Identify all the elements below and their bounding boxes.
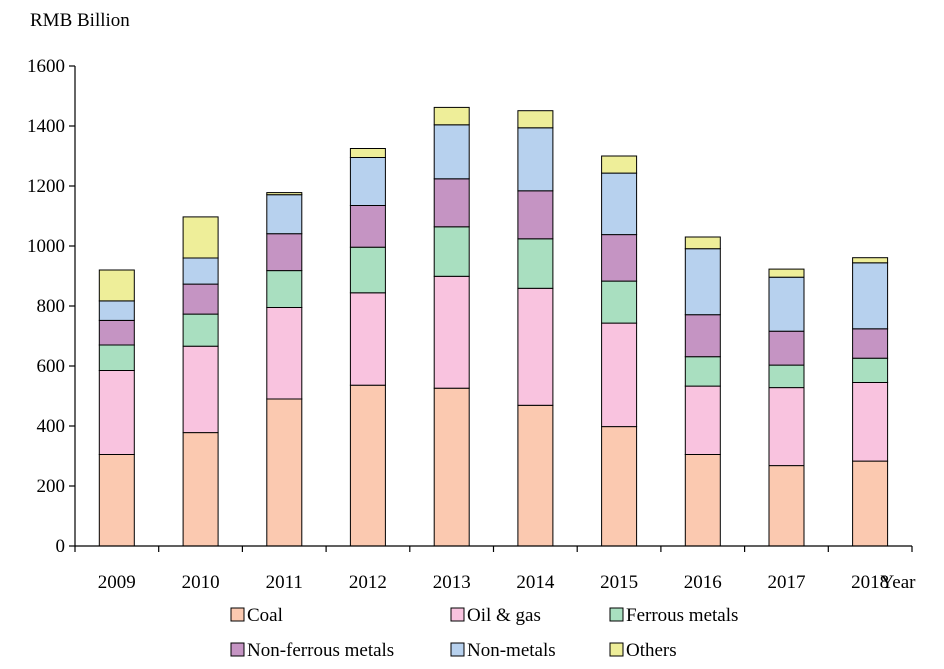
bar-segment-non-metals-2017: [768, 276, 805, 332]
legend-swatch-coal: [230, 607, 245, 622]
bar-segment-others-2015: [601, 155, 638, 174]
bar-segment-non-metals-2018: [852, 262, 889, 330]
bar-segment-ferrous-metals-2013: [433, 226, 470, 277]
plot-area: 2009 2010 2011 2012 2013 2014 2015 2016 2017 2018…: [27, 56, 913, 593]
legend-swatch-non-metals: [450, 642, 465, 657]
bar-segment-coal-2009: [98, 454, 135, 547]
x-tick-label-2009: 2009: [98, 572, 136, 593]
y-tick-label-1200: 1200: [27, 176, 65, 197]
bar-segment-coal-2011: [266, 398, 303, 547]
bar-segment-oil-gas-2010: [182, 345, 219, 434]
x-tick-label-2015: 2015: [600, 572, 638, 593]
bar-segment-oil-gas-2017: [768, 387, 805, 467]
bar-segment-others-2009: [98, 269, 135, 302]
bar-segment-ferrous-metals-2014: [517, 238, 554, 289]
bar-segment-ferrous-metals-2009: [98, 344, 135, 371]
bar-segment-ferrous-metals-2010: [182, 313, 219, 347]
bar-segment-ferrous-metals-2016: [684, 356, 721, 387]
legend-label-others: Others: [626, 640, 677, 661]
bar-segment-others-2017: [768, 268, 805, 278]
bar-segment-oil-gas-2018: [852, 382, 889, 462]
bar-segment-non-ferrous-metals-2013: [433, 178, 470, 228]
y-tick-label-200: 200: [37, 476, 66, 497]
y-tick-label-1600: 1600: [27, 56, 65, 77]
bar-segment-coal-2016: [684, 454, 721, 547]
x-tick-label-2010: 2010: [182, 572, 220, 593]
bar-segment-non-metals-2010: [182, 257, 219, 285]
x-tick-label-2013: 2013: [433, 572, 471, 593]
bar-segment-others-2010: [182, 216, 219, 259]
legend-label-coal: Coal: [247, 605, 283, 626]
bar-segment-ferrous-metals-2018: [852, 357, 889, 384]
x-tick-label-2014: 2014: [516, 572, 555, 593]
bar-segment-non-ferrous-metals-2016: [684, 314, 721, 358]
x-tick-label-2011: 2011: [266, 572, 303, 593]
legend: Coal Oil & gas Ferrous metals Non-ferrous m…: [230, 605, 738, 661]
bar-segment-others-2011: [266, 192, 303, 196]
bar-segment-oil-gas-2016: [684, 385, 721, 456]
bar-segment-coal-2012: [349, 384, 386, 547]
y-tick-label-800: 800: [37, 296, 66, 317]
x-axis-label: Year: [880, 572, 916, 593]
legend-swatch-oil-gas: [450, 607, 465, 622]
bar-segment-others-2012: [349, 148, 386, 158]
bar-segment-non-metals-2015: [601, 172, 638, 236]
y-tick-label-0: 0: [56, 536, 66, 557]
bar-segment-coal-2013: [433, 387, 470, 547]
bar-segment-non-ferrous-metals-2017: [768, 330, 805, 366]
bar-segment-others-2016: [684, 236, 721, 250]
bar-segment-coal-2010: [182, 432, 219, 547]
x-tick-label-2012: 2012: [349, 572, 387, 593]
bar-segment-non-ferrous-metals-2009: [98, 319, 135, 346]
bar-segment-oil-gas-2012: [349, 292, 386, 386]
legend-label-ferrous-metals: Ferrous metals: [626, 605, 738, 626]
bar-segment-ferrous-metals-2011: [266, 270, 303, 309]
x-tick-label-2016: 2016: [684, 572, 722, 593]
bar-segment-coal-2014: [517, 404, 554, 547]
bar-segment-non-metals-2012: [349, 157, 386, 206]
bar-segment-coal-2015: [601, 426, 638, 547]
y-axis-label: RMB Billion: [30, 10, 130, 31]
bar-segment-non-ferrous-metals-2018: [852, 328, 889, 359]
legend-label-non-metals: Non-metals: [467, 640, 556, 661]
bar-segment-oil-gas-2011: [266, 307, 303, 400]
bar-segment-non-ferrous-metals-2014: [517, 190, 554, 240]
y-tick-label-1000: 1000: [27, 236, 65, 257]
x-tick-label-2018: 2018: [851, 572, 889, 593]
bar-segment-non-ferrous-metals-2010: [182, 283, 219, 315]
bar-segment-non-metals-2011: [266, 194, 303, 235]
legend-swatch-ferrous-metals: [609, 607, 624, 622]
bar-segment-non-ferrous-metals-2012: [349, 205, 386, 248]
bar-segment-coal-2018: [852, 460, 889, 547]
y-tick-label-600: 600: [37, 356, 66, 377]
bar-segment-ferrous-metals-2015: [601, 280, 638, 324]
bar-segment-ferrous-metals-2012: [349, 246, 386, 294]
bar-segment-oil-gas-2014: [517, 287, 554, 406]
legend-swatch-others: [609, 642, 624, 657]
bar-segment-oil-gas-2013: [433, 275, 470, 389]
bar-segment-others-2018: [852, 257, 889, 264]
bar-segment-non-metals-2009: [98, 300, 135, 321]
bar-segment-coal-2017: [768, 465, 805, 547]
legend-label-non-ferrous-metals: Non-ferrous metals: [247, 640, 394, 661]
bar-segment-non-metals-2013: [433, 124, 470, 180]
legend-label-oil-gas: Oil & gas: [467, 605, 541, 626]
bar-segment-oil-gas-2015: [601, 322, 638, 428]
legend-swatch-non-ferrous-metals: [230, 642, 245, 657]
bar-segment-oil-gas-2009: [98, 370, 135, 455]
bar-segment-non-metals-2016: [684, 248, 721, 316]
bar-segment-others-2014: [517, 110, 554, 129]
bar-segment-non-ferrous-metals-2015: [601, 234, 638, 282]
bar-segment-non-ferrous-metals-2011: [266, 233, 303, 272]
y-tick-label-400: 400: [37, 416, 66, 437]
bar-segment-others-2013: [433, 106, 470, 126]
bar-segment-ferrous-metals-2017: [768, 364, 805, 389]
bar-segment-non-metals-2014: [517, 127, 554, 192]
y-tick-label-1400: 1400: [27, 116, 65, 137]
x-tick-label-2017: 2017: [768, 572, 806, 593]
